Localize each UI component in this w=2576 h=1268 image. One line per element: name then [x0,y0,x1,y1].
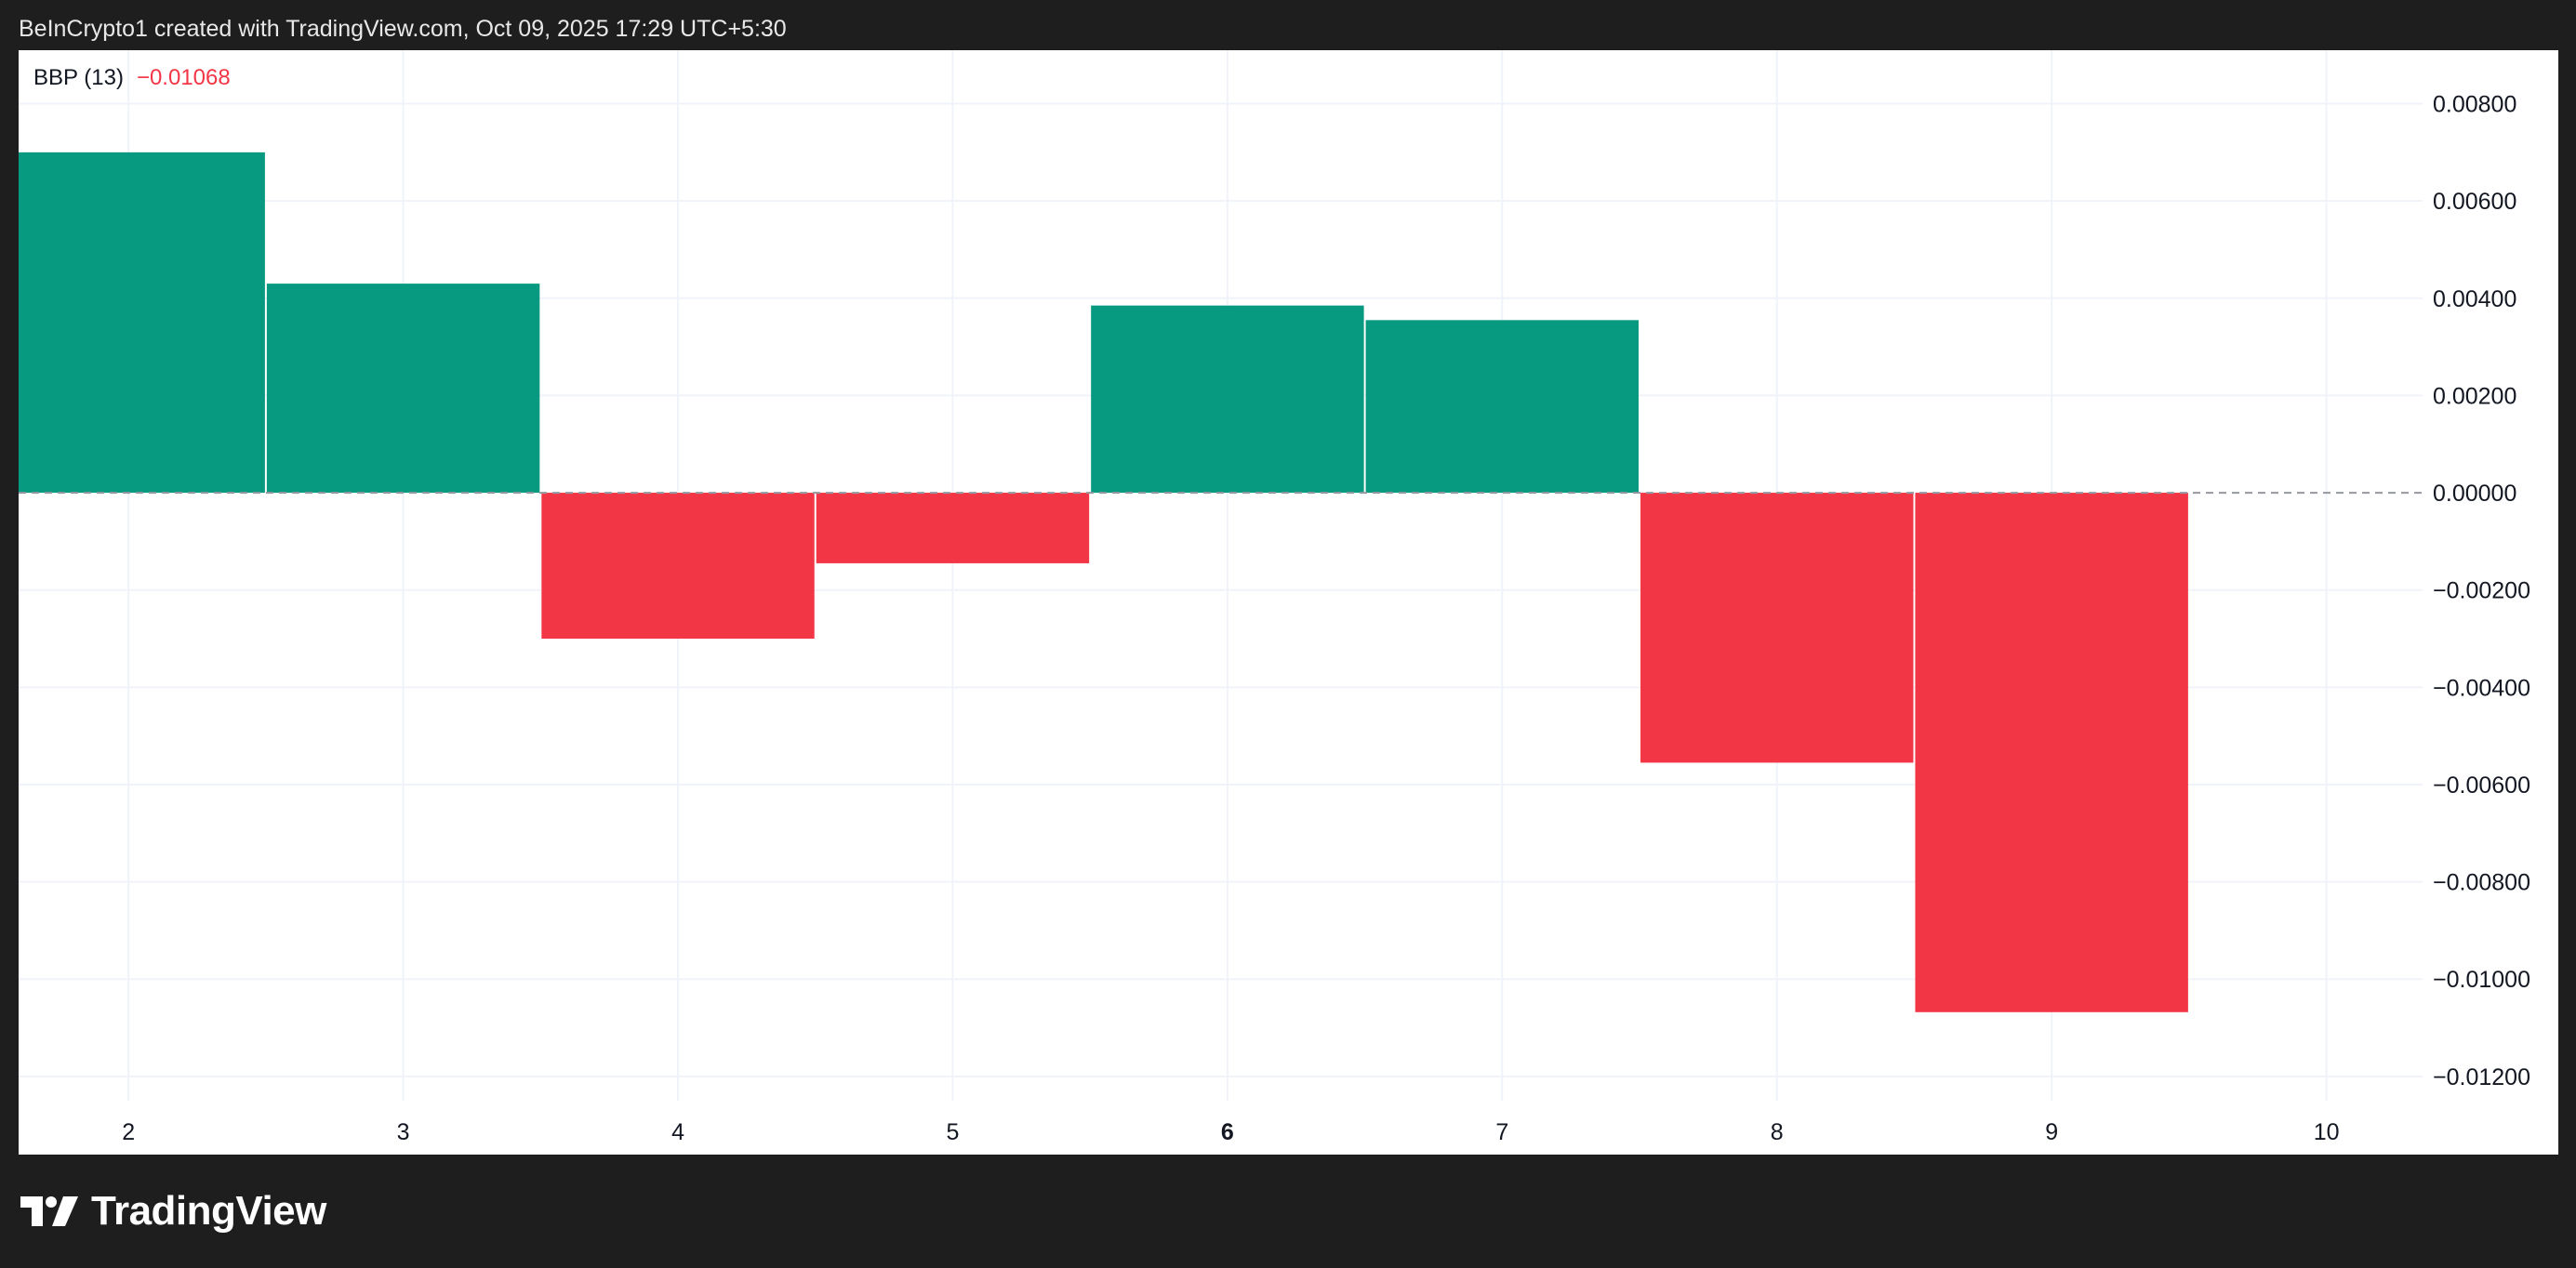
indicator-value: −0.01068 [136,65,231,90]
y-tick-label: −0.00200 [2433,578,2530,604]
y-tick-label: −0.00800 [2433,870,2530,896]
x-tick-label: 4 [671,1119,684,1145]
tradingview-wordmark: TradingView [91,1188,326,1234]
y-tick-label: 0.00800 [2433,92,2516,118]
positive-bar [266,284,540,494]
indicator-name: BBP (13) [33,65,124,90]
positive-bar [19,152,265,494]
bbp-histogram-chart[interactable]: 0.00800 0.00600 0.00400 0.00200 0.00000 −0.00… [19,50,2558,1155]
x-tick-label: 8 [1771,1119,1784,1145]
x-tick-label: 9 [2045,1119,2058,1145]
y-tick-label: 0.00000 [2433,481,2516,507]
x-tick-label: 6 [1221,1119,1234,1145]
x-tick-label: 10 [2314,1119,2340,1145]
x-tick-label: 5 [947,1119,960,1145]
positive-bar [1365,320,1640,494]
y-tick-label: −0.01000 [2433,967,2530,993]
y-tick-label: 0.00200 [2433,383,2516,409]
negative-bar [541,493,815,640]
tradingview-logo-icon [20,1196,78,1226]
tradingview-logo[interactable]: TradingView [20,1188,326,1235]
y-tick-label: −0.01200 [2433,1064,2530,1090]
y-tick-label: −0.00400 [2433,675,2530,701]
chart-panel[interactable]: 0.00800 0.00600 0.00400 0.00200 0.00000 −0.00… [19,50,2558,1155]
negative-bar [1640,493,1914,763]
y-tick-label: −0.00600 [2433,773,2530,799]
x-tick-label: 3 [397,1119,410,1145]
positive-bar [1091,305,1364,494]
x-tick-label: 7 [1495,1119,1508,1145]
x-tick-label: 2 [122,1119,135,1145]
chart-caption: BeInCrypto1 created with TradingView.com… [19,16,787,42]
negative-bar [1915,493,2188,1012]
negative-bar [816,493,1090,563]
y-tick-label: 0.00600 [2433,189,2516,215]
indicator-legend[interactable]: BBP (13) −0.01068 [33,63,231,93]
y-tick-label: 0.00400 [2433,286,2516,312]
